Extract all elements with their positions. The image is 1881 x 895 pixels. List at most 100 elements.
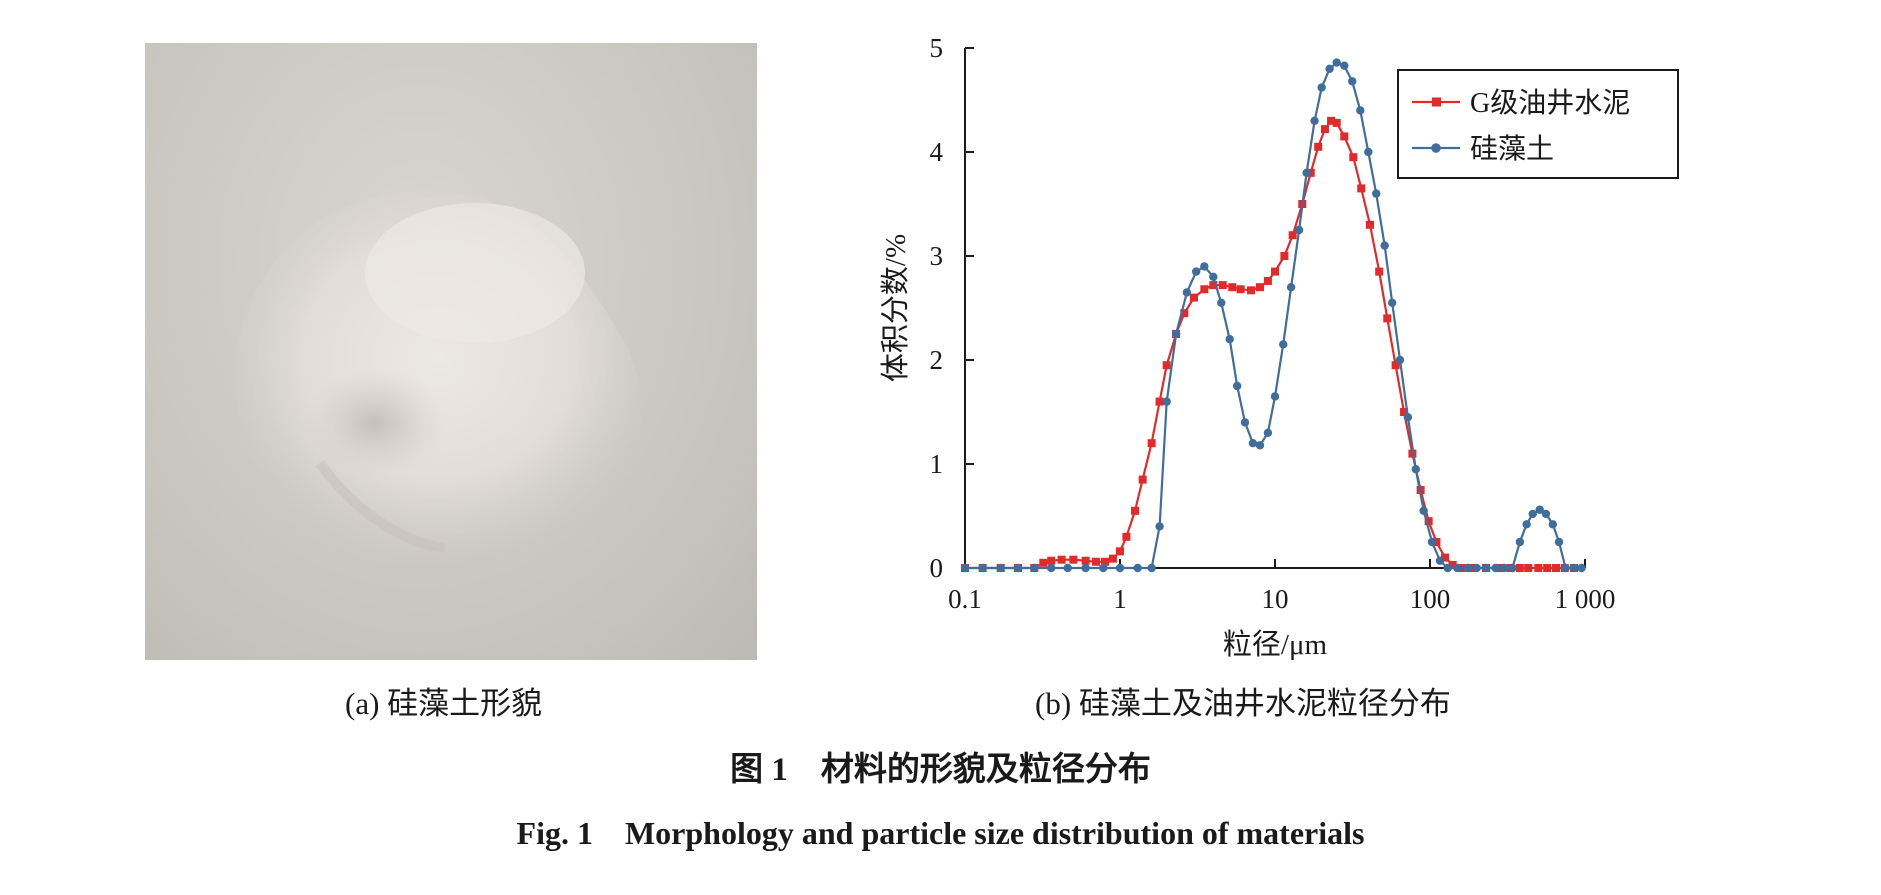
data-point-cement — [1320, 125, 1329, 134]
data-point-diatomite — [1200, 262, 1209, 271]
data-point-diatomite — [1294, 225, 1304, 235]
data-point-cement — [1116, 547, 1124, 556]
y-tick-label: 0 — [930, 553, 944, 583]
data-point-diatomite — [1481, 563, 1491, 573]
data-point-diatomite — [1364, 147, 1373, 157]
data-point-diatomite — [1217, 298, 1226, 307]
data-point-diatomite — [1372, 189, 1381, 198]
data-point-cement — [1424, 517, 1433, 526]
legend-marker-cement — [1432, 97, 1441, 107]
data-point-diatomite — [1380, 241, 1389, 250]
data-point-cement — [1209, 281, 1218, 290]
data-point-cement — [1228, 283, 1237, 292]
data-point-diatomite — [1508, 563, 1517, 573]
data-point-cement — [1138, 475, 1147, 484]
y-tick-label: 3 — [930, 241, 944, 271]
data-point-diatomite — [1515, 537, 1525, 547]
data-point-cement — [1375, 267, 1384, 276]
panel-b-caption: (b) 硅藻土及油井水泥粒径分布 — [1035, 686, 1451, 721]
data-point-cement — [1524, 564, 1533, 572]
data-point-diatomite — [1427, 537, 1437, 547]
data-point-diatomite — [1541, 509, 1551, 519]
data-point-diatomite — [1522, 520, 1531, 529]
data-point-diatomite — [1453, 563, 1462, 573]
data-point-diatomite — [1577, 563, 1586, 573]
data-point-diatomite — [1403, 413, 1413, 422]
y-tick-label: 5 — [930, 33, 944, 63]
data-point-cement — [1288, 231, 1297, 240]
y-tick-label: 4 — [930, 137, 944, 167]
data-point-cement — [1515, 564, 1524, 572]
panel-a-caption: (a) 硅藻土形貌 — [345, 686, 543, 721]
data-point-diatomite — [1463, 563, 1472, 573]
data-point-diatomite — [1411, 465, 1421, 474]
data-point-cement — [1246, 286, 1255, 295]
data-point-diatomite — [1171, 329, 1181, 339]
data-point-cement — [1039, 558, 1048, 567]
data-point-diatomite — [1263, 428, 1273, 437]
data-point-diatomite — [1395, 355, 1405, 365]
data-point-cement — [1365, 220, 1374, 229]
data-point-diatomite — [1155, 522, 1164, 531]
data-point-diatomite — [1332, 58, 1341, 67]
data-point-diatomite — [1310, 116, 1319, 126]
data-point-diatomite — [1548, 520, 1558, 529]
data-point-diatomite — [1535, 505, 1544, 514]
data-point-diatomite — [1013, 563, 1023, 573]
data-point-cement — [1400, 408, 1409, 416]
data-point-diatomite — [1302, 168, 1311, 177]
data-point-diatomite — [1528, 509, 1537, 519]
data-point-cement — [1147, 439, 1156, 448]
data-point-diatomite — [1286, 283, 1296, 292]
data-point-diatomite — [1472, 563, 1481, 573]
data-point-cement — [1047, 556, 1056, 565]
data-point-diatomite — [1255, 441, 1265, 450]
data-point-cement — [1432, 538, 1441, 546]
data-point-cement — [1108, 554, 1117, 563]
data-point-cement — [1271, 267, 1279, 276]
data-point-diatomite — [1115, 563, 1125, 573]
data-point-cement — [1236, 285, 1245, 294]
data-point-cement — [1552, 564, 1561, 572]
data-point-diatomite — [1443, 563, 1452, 573]
data-point-diatomite — [1209, 272, 1218, 281]
data-point-diatomite — [1325, 64, 1334, 73]
x-tick-label: 0.1 — [948, 584, 982, 614]
data-point-diatomite — [1063, 563, 1072, 573]
data-point-diatomite — [1225, 335, 1234, 344]
data-point-cement — [1314, 142, 1323, 151]
data-point-diatomite — [1499, 563, 1509, 573]
figure-caption-cn: 图 1 材料的形貌及粒径分布 — [730, 752, 1151, 788]
data-point-diatomite — [1232, 381, 1242, 391]
data-point-cement — [1357, 184, 1366, 193]
data-point-cement — [1543, 564, 1552, 572]
data-point-diatomite — [1317, 83, 1326, 92]
data-point-cement — [1218, 281, 1227, 290]
data-point-cement — [1081, 556, 1090, 565]
data-point-diatomite — [1147, 563, 1156, 573]
y-axis-title: 体积分数/% — [879, 234, 912, 382]
data-point-cement — [1383, 314, 1392, 323]
data-point-cement — [1131, 506, 1140, 515]
diatomite-photo — [145, 43, 757, 660]
data-point-cement — [1327, 116, 1336, 125]
data-point-cement — [1349, 153, 1358, 162]
data-point-diatomite — [1191, 267, 1201, 276]
series-line-1 — [965, 119, 1575, 570]
data-point-diatomite — [978, 563, 987, 573]
data-point-cement — [1122, 532, 1131, 541]
data-point-cement — [1280, 252, 1289, 260]
data-point-cement — [1100, 557, 1109, 566]
y-tick-label: 1 — [930, 449, 944, 479]
data-point-diatomite — [1561, 563, 1570, 573]
data-point-cement — [1448, 560, 1457, 569]
data-point-cement — [1340, 132, 1349, 141]
data-point-diatomite — [1182, 288, 1192, 297]
data-point-diatomite — [1356, 106, 1365, 115]
legend-marker-diatomite — [1431, 143, 1441, 153]
data-point-diatomite — [1081, 563, 1090, 573]
data-point-diatomite — [1270, 392, 1280, 401]
data-point-cement — [1069, 555, 1078, 564]
data-point-diatomite — [1248, 439, 1258, 448]
x-tick-label: 10 — [1262, 584, 1289, 614]
